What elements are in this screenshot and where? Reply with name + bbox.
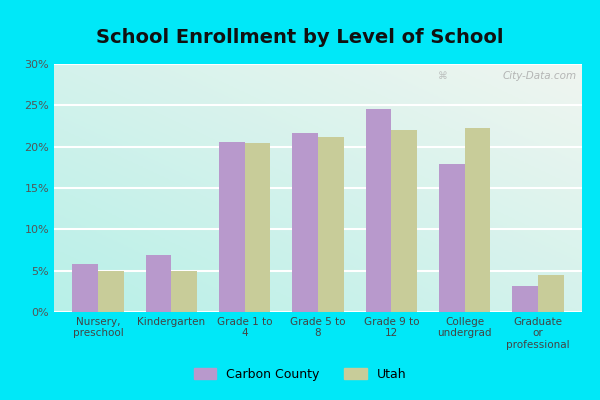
Text: School Enrollment by Level of School: School Enrollment by Level of School: [96, 28, 504, 47]
Legend: Carbon County, Utah: Carbon County, Utah: [188, 363, 412, 386]
Bar: [365, 109, 391, 312]
Bar: [391, 130, 417, 312]
Bar: [146, 255, 172, 312]
Text: City-Data.com: City-Data.com: [503, 72, 577, 82]
Bar: [245, 143, 271, 312]
Bar: [73, 264, 98, 312]
Bar: [318, 137, 344, 312]
Bar: [464, 128, 490, 312]
Bar: [538, 275, 563, 312]
Bar: [172, 272, 197, 312]
Bar: [439, 164, 464, 312]
Bar: [98, 271, 124, 312]
Bar: [512, 286, 538, 312]
Bar: [219, 142, 245, 312]
Text: ⌘: ⌘: [437, 72, 448, 82]
Bar: [292, 133, 318, 312]
